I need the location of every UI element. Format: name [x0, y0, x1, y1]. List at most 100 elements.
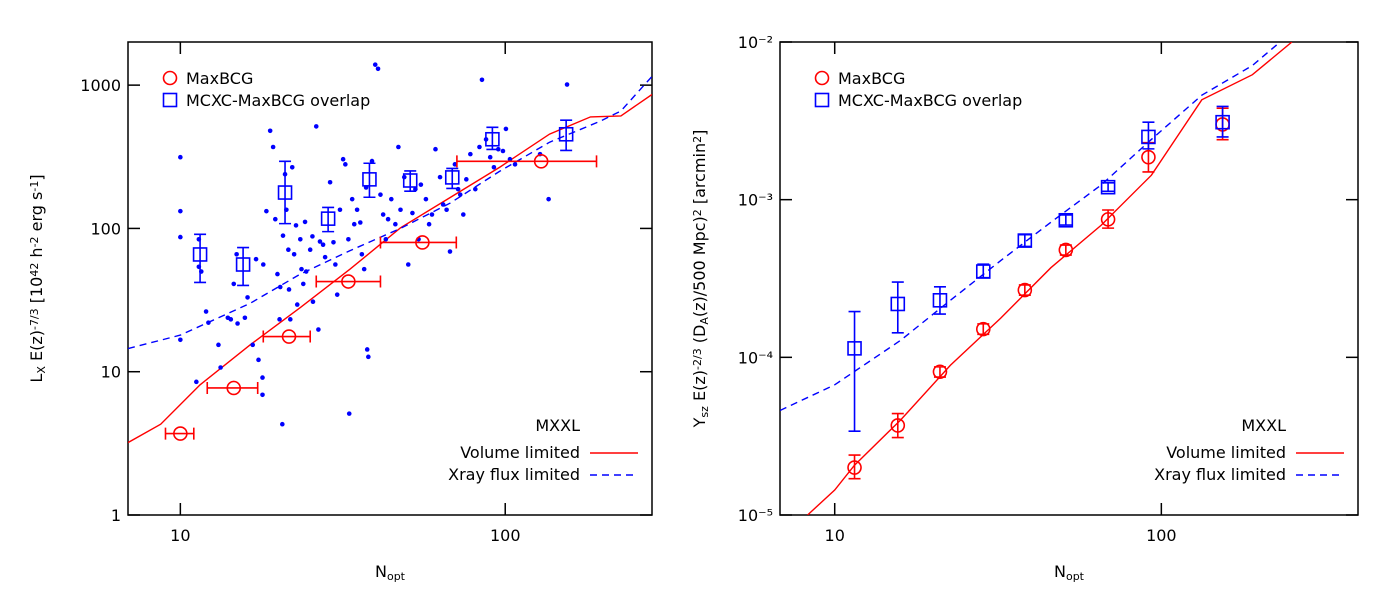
y-axis-label: LX E(z)-7/3 [1042 h-2 erg s-1]: [27, 174, 48, 382]
dot: [194, 379, 199, 385]
circle-marker: [173, 426, 188, 441]
square-marker: [235, 257, 251, 272]
square-marker: [277, 185, 293, 200]
dot: [253, 256, 259, 262]
circle-marker: [281, 329, 297, 344]
plot-area: [780, 42, 1293, 515]
y-tick-label: 100: [90, 219, 121, 238]
x-axis-label-sub: opt: [387, 570, 406, 583]
y-tick-label: 10⁻²: [738, 33, 773, 52]
dot: [280, 421, 285, 427]
dot: [313, 124, 319, 129]
square-marker: [1017, 233, 1033, 248]
dot: [461, 212, 466, 217]
y-axis-label-part: erg s: [27, 192, 46, 237]
legend-label: Volume limited: [1166, 443, 1286, 462]
dot: [294, 302, 300, 307]
dot: [178, 337, 183, 343]
circle-marker: [415, 235, 430, 250]
legend-marker: [162, 70, 178, 86]
y-axis-label-part: ]: [27, 174, 46, 180]
square-marker: [847, 341, 862, 356]
circle-marker: [1141, 149, 1156, 165]
dot: [410, 210, 415, 216]
dot: [293, 223, 299, 228]
dot: [366, 354, 371, 360]
dot: [546, 196, 551, 202]
legend: MaxBCG MCXC-MaxBCG overlap: [162, 69, 370, 110]
dot: [327, 179, 333, 185]
error-bar: [363, 162, 376, 199]
y-axis-label-sup: -1: [28, 181, 41, 192]
error-bar: [1059, 244, 1072, 256]
dot: [398, 207, 403, 213]
dot: [334, 292, 340, 297]
y-axis-label-part: (D: [690, 325, 709, 349]
error-bar: [977, 263, 990, 279]
dot: [477, 144, 482, 150]
dot: [385, 216, 391, 222]
x-tick-label: 100: [1146, 526, 1177, 545]
y-axis-label-sup: 2: [691, 136, 704, 143]
circle-marker: [975, 321, 991, 337]
dot: [357, 220, 363, 225]
dot: [206, 320, 211, 325]
dot: [452, 162, 458, 167]
dot: [349, 196, 355, 202]
dot: [464, 177, 469, 182]
dot: [260, 262, 266, 267]
dot: [473, 186, 478, 192]
dot: [361, 266, 367, 272]
dot: [340, 156, 346, 162]
legend-marker: [162, 92, 178, 108]
dot: [260, 392, 265, 398]
dot: [364, 347, 370, 352]
dot: [423, 196, 429, 202]
legend-label: MCXC-MaxBCG overlap: [186, 91, 370, 110]
dot: [479, 77, 485, 83]
dot: [331, 240, 336, 245]
x-axis-label: Nopt: [1054, 562, 1085, 583]
dot: [457, 192, 463, 197]
dot: [503, 126, 509, 132]
dot: [389, 196, 394, 202]
error-bar: [560, 119, 573, 152]
plot-frame: [127, 41, 653, 516]
dot: [396, 144, 401, 150]
error-bar: [933, 286, 946, 315]
dot: [351, 221, 357, 227]
dot: [383, 236, 389, 242]
legend-marker: [814, 92, 830, 108]
legend-label: Volume limited: [460, 443, 580, 462]
y-axis-label-sup: 42: [28, 263, 41, 277]
lines-legend: MXXL Volume limited Xray flux limited: [1154, 416, 1344, 484]
dot: [218, 365, 223, 370]
dot: [316, 327, 321, 332]
dot: [178, 154, 183, 160]
dot: [242, 315, 248, 321]
dot: [291, 251, 297, 257]
square-marker: [362, 172, 377, 187]
x-axis-label: Nopt: [375, 562, 406, 583]
y-axis-label-part: L: [27, 374, 46, 383]
dot: [378, 192, 383, 197]
dot: [380, 212, 386, 217]
dot: [260, 375, 265, 380]
plot-frame: [779, 41, 1359, 516]
y-axis-label-sub: sz: [698, 406, 711, 418]
x-axis-label-part: N: [375, 562, 387, 581]
y-axis-label-part: E(z): [27, 330, 46, 366]
dot: [320, 242, 326, 247]
error-bar: [891, 281, 904, 334]
dot: [277, 284, 283, 290]
dot: [444, 207, 449, 213]
x-axis-label-part: N: [1054, 562, 1066, 581]
y-tick-label: 10⁻³: [738, 191, 773, 210]
dot: [228, 317, 234, 322]
dot: [286, 247, 291, 253]
dot: [491, 165, 497, 170]
error-bar: [848, 454, 861, 480]
error-bar: [262, 330, 311, 343]
dot: [234, 251, 239, 257]
